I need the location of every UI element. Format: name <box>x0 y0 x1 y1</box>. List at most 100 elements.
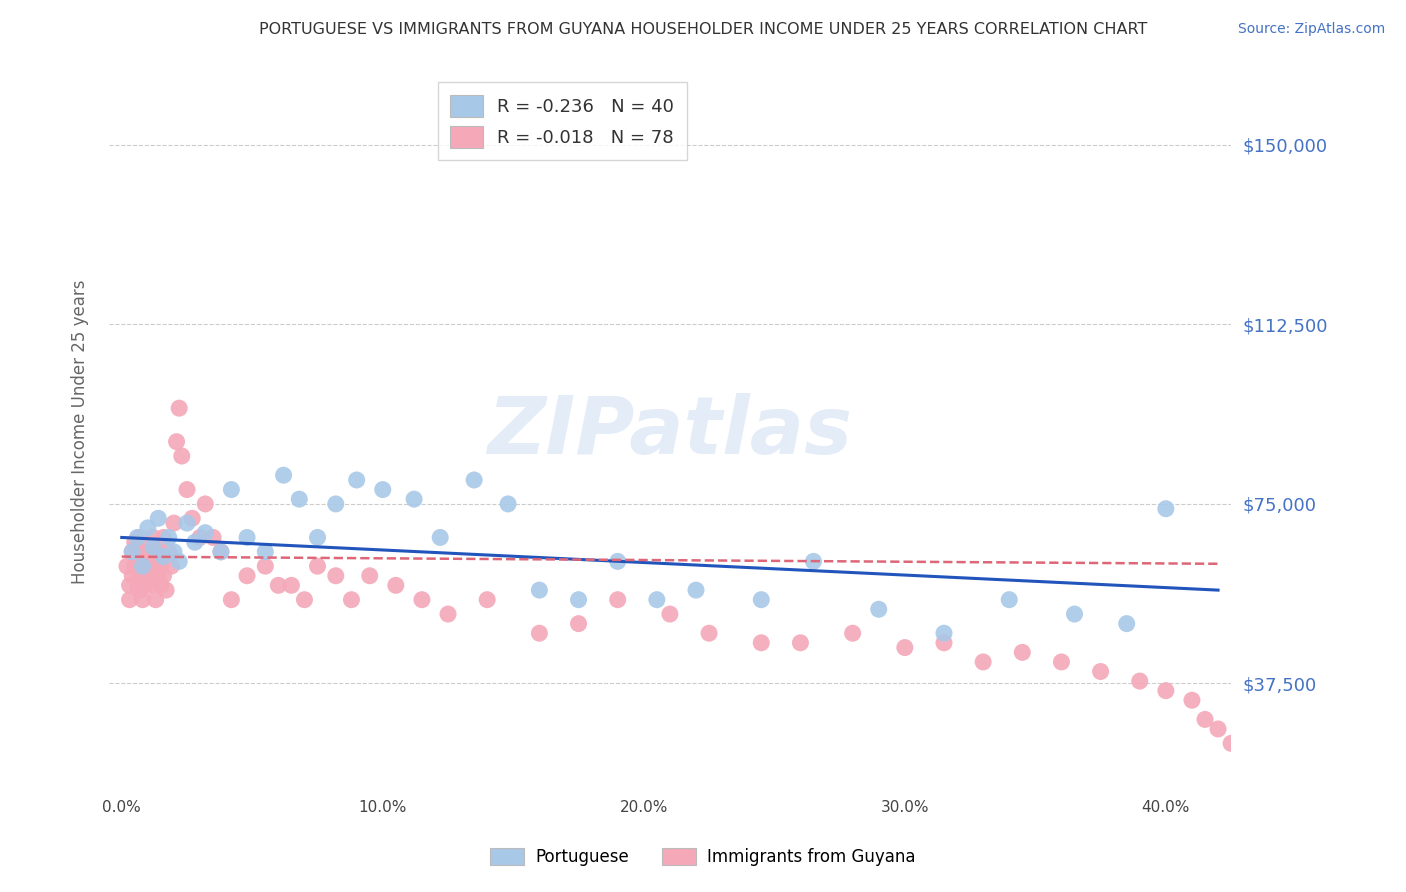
Point <box>567 592 589 607</box>
Point <box>149 578 172 592</box>
Point <box>155 583 177 598</box>
Point <box>254 559 277 574</box>
Point <box>236 568 259 582</box>
Point <box>606 592 628 607</box>
Point <box>972 655 994 669</box>
Point <box>127 531 149 545</box>
Point <box>148 568 170 582</box>
Point <box>789 636 811 650</box>
Point <box>152 568 174 582</box>
Point <box>932 626 955 640</box>
Point <box>359 568 381 582</box>
Point <box>288 492 311 507</box>
Point <box>411 592 433 607</box>
Point <box>236 531 259 545</box>
Point <box>142 568 165 582</box>
Point <box>134 554 156 568</box>
Point <box>1220 736 1243 750</box>
Text: ZIPatlas: ZIPatlas <box>488 393 852 471</box>
Point <box>221 483 243 497</box>
Legend: Portuguese, Immigrants from Guyana: Portuguese, Immigrants from Guyana <box>484 841 922 873</box>
Point <box>1194 713 1216 727</box>
Point <box>404 492 426 507</box>
Point <box>437 607 460 621</box>
Point <box>567 616 589 631</box>
Point <box>697 626 720 640</box>
Point <box>477 592 499 607</box>
Point <box>463 473 485 487</box>
Point <box>127 578 149 592</box>
Point <box>194 525 217 540</box>
Point <box>121 568 143 582</box>
Point <box>606 554 628 568</box>
Point <box>267 578 290 592</box>
Point <box>115 559 138 574</box>
Point <box>157 545 180 559</box>
Point <box>803 554 825 568</box>
Point <box>325 568 347 582</box>
Point <box>273 468 295 483</box>
Point <box>184 535 207 549</box>
Point <box>1011 645 1033 659</box>
Point <box>163 516 186 530</box>
Point <box>188 531 211 545</box>
Y-axis label: Householder Income Under 25 years: Householder Income Under 25 years <box>72 280 89 584</box>
Point <box>998 592 1021 607</box>
Point <box>529 626 551 640</box>
Point <box>1115 616 1137 631</box>
Point <box>496 497 519 511</box>
Point <box>1154 501 1177 516</box>
Point <box>1129 674 1152 689</box>
Point <box>121 545 143 559</box>
Point <box>163 545 186 559</box>
Text: PORTUGUESE VS IMMIGRANTS FROM GUYANA HOUSEHOLDER INCOME UNDER 25 YEARS CORRELATI: PORTUGUESE VS IMMIGRANTS FROM GUYANA HOU… <box>259 22 1147 37</box>
Point <box>1181 693 1204 707</box>
Point <box>371 483 394 497</box>
Point <box>1090 665 1112 679</box>
Point <box>167 401 190 416</box>
Point <box>645 592 668 607</box>
Point <box>170 449 193 463</box>
Point <box>1154 683 1177 698</box>
Point <box>325 497 347 511</box>
Point <box>129 531 152 545</box>
Point <box>340 592 363 607</box>
Point <box>136 521 159 535</box>
Point <box>254 545 277 559</box>
Point <box>131 545 153 559</box>
Point <box>658 607 681 621</box>
Point <box>142 540 165 554</box>
Point <box>429 531 451 545</box>
Point <box>124 559 146 574</box>
Point <box>152 531 174 545</box>
Text: Source: ZipAtlas.com: Source: ZipAtlas.com <box>1237 22 1385 37</box>
Point <box>176 483 198 497</box>
Point <box>166 434 188 449</box>
Point <box>202 531 225 545</box>
Point <box>134 578 156 592</box>
Point <box>294 592 316 607</box>
Point <box>221 592 243 607</box>
Point <box>145 554 167 568</box>
Point <box>142 531 165 545</box>
Legend: R = -0.236   N = 40, R = -0.018   N = 78: R = -0.236 N = 40, R = -0.018 N = 78 <box>437 82 686 161</box>
Point <box>129 568 152 582</box>
Point <box>1050 655 1073 669</box>
Point <box>145 592 167 607</box>
Point <box>118 592 141 607</box>
Point <box>209 545 232 559</box>
Point <box>346 473 368 487</box>
Point <box>149 559 172 574</box>
Point <box>118 578 141 592</box>
Point <box>529 583 551 598</box>
Point <box>181 511 204 525</box>
Point <box>385 578 408 592</box>
Point <box>131 559 153 574</box>
Point <box>136 568 159 582</box>
Point <box>167 554 190 568</box>
Point <box>307 559 329 574</box>
Point <box>1063 607 1085 621</box>
Point <box>139 578 162 592</box>
Point <box>749 592 772 607</box>
Point <box>176 516 198 530</box>
